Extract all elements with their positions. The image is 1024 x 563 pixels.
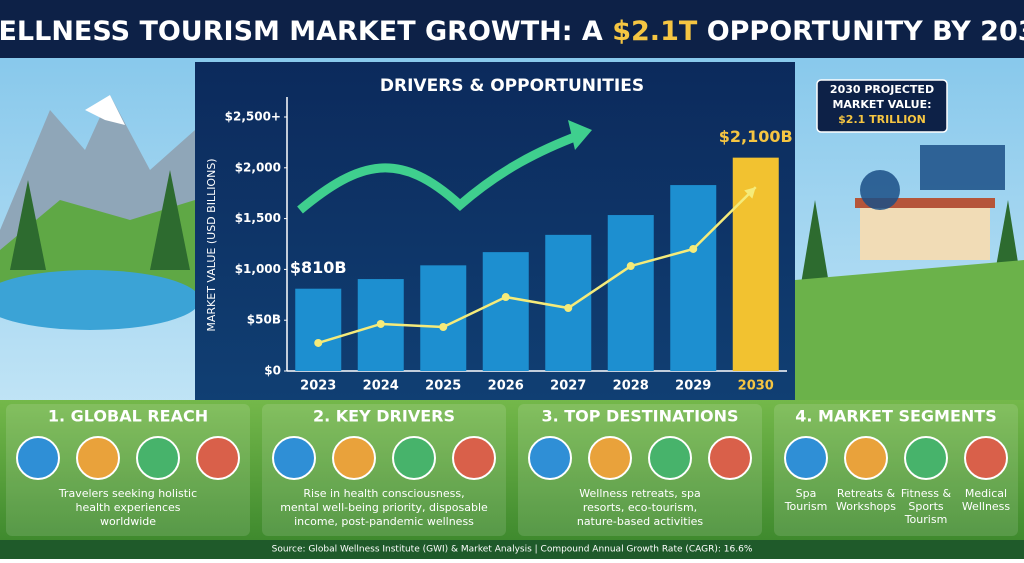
icon [392,436,436,480]
icon [784,436,828,480]
y-axis-label: MARKET VALUE (USD BILLIONS) [205,158,218,331]
dashboard-pie [860,170,900,210]
section-panel [6,404,250,536]
title-highlight: $2.1T [612,16,698,47]
icon [196,436,240,480]
bar [295,288,342,371]
section-panel [518,404,762,536]
icon [528,436,572,480]
bar [607,215,654,371]
x-tick-label: 2024 [363,379,399,394]
y-tick-label: $50B [247,313,281,327]
icon [332,436,376,480]
hotel [860,205,990,260]
segment-label: Tourism [784,500,828,513]
decor-arrow-head [568,120,592,150]
section-title: 4. MARKET SEGMENTS [795,407,996,426]
section-text: worldwide [100,515,156,528]
icon [452,436,496,480]
section-text: Wellness retreats, spa [579,487,700,500]
section-title: 3. TOP DESTINATIONS [541,407,738,426]
trend-line [317,186,757,345]
icon [588,436,632,480]
bar [732,157,779,371]
bar [482,252,529,371]
footer [0,540,1024,559]
trend-point [564,304,573,313]
y-tick-label: $2,500+ [225,110,281,124]
section-text: mental well-being priority, disposable [280,501,488,514]
snow [85,95,125,125]
title: WELLNESS TOURISM MARKET GROWTH: A $2.1T … [0,16,1024,47]
callout-line: MARKET VALUE: [832,98,931,111]
segment-label: Retreats & [837,487,896,500]
icon [76,436,120,480]
hotel-roof [855,198,995,208]
chart-title: DRIVERS & OPPORTUNITIES [380,76,644,96]
section-text: Rise in health consciousness, [303,487,464,500]
section-text: nature-based activities [577,515,704,528]
trend-point [439,323,448,332]
x-tick-label: 2030 [738,379,774,394]
y-tick-label: $1,500 [235,211,281,225]
section-text: Travelers seeking holistic [58,487,197,500]
icon [648,436,692,480]
trend-point [626,262,635,271]
icon [708,436,752,480]
section-text: health experiences [75,501,180,514]
x-tick-label: 2027 [550,379,586,394]
section-text: income, post-pandemic wellness [294,515,474,528]
segment-label: Tourism [904,513,948,526]
icon [964,436,1008,480]
x-tick-label: 2026 [488,379,524,394]
bar [670,185,717,371]
callout-line: 2030 PROJECTED [830,83,934,96]
callout-box [816,79,948,133]
trend-arrow-head [744,187,756,199]
decor-arrow [297,130,582,214]
title-part: OPPORTUNITY BY 2030 [707,16,1024,47]
segment-label: Wellness [962,500,1011,513]
section-panel [774,404,1018,536]
y-tick-label: $2,000 [235,160,281,174]
section-title: 2. KEY DRIVERS [313,407,455,426]
section-title: 1. GLOBAL REACH [48,407,208,426]
x-tick-label: 2029 [675,379,711,394]
icon [844,436,888,480]
source: Source: Global Wellness Institute (GWI) … [272,545,753,555]
y-tick-label: $1,000 [235,262,281,276]
trend-point [376,319,385,328]
x-tick-label: 2023 [300,379,336,394]
x-tick-label: 2028 [613,379,649,394]
section-text: resorts, eco-tourism, [583,501,697,514]
lake [0,270,200,330]
icon [904,436,948,480]
x-tick-label: 2025 [425,379,461,394]
trend-point [501,293,510,302]
segment-label: Medical [965,487,1007,500]
icon [16,436,60,480]
right-hills [795,260,1024,400]
trend-point [689,244,698,253]
title-part: WELLNESS TOURISM MARKET GROWTH: A [0,16,603,47]
value-label: $810B [290,258,347,277]
segment-label: Sports [908,500,944,513]
dashboard [920,145,1005,190]
trend-point [314,338,323,347]
callout-highlight: $2.1 TRILLION [838,113,926,126]
y-tick-label: $0 [264,364,281,378]
segment-label: Fitness & [901,487,952,500]
segment-label: Spa [796,487,817,500]
title-bar [0,0,1024,58]
bar [545,234,592,371]
icon [136,436,180,480]
segment-label: Workshops [836,500,896,513]
section-panel [262,404,506,536]
icon [272,436,316,480]
value-label: $2,100B [719,127,793,146]
bar [420,265,467,371]
